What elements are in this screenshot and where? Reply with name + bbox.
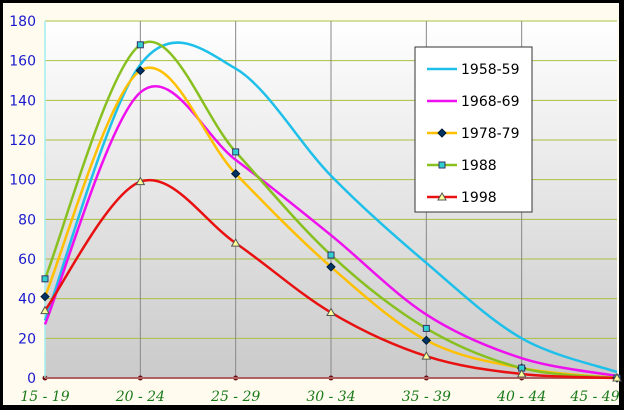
data-point xyxy=(230,238,241,247)
legend-label: 1988 xyxy=(461,158,497,174)
data-point xyxy=(421,351,432,360)
x-tick-label: 15 - 19 xyxy=(20,389,69,405)
data-point xyxy=(41,275,49,283)
series-line-1968-69 xyxy=(43,84,618,378)
data-point xyxy=(135,176,146,186)
data-point xyxy=(230,169,241,179)
x-tick-label: 40 - 44 xyxy=(496,389,546,405)
legend-label: 1998 xyxy=(461,190,497,206)
data-point xyxy=(612,372,622,382)
y-tick-label: 40 xyxy=(18,292,36,308)
y-tick-label: 20 xyxy=(18,331,36,347)
data-point xyxy=(327,251,335,259)
y-tick-label: 180 xyxy=(9,14,36,30)
data-point xyxy=(326,307,336,317)
x-tick-label: 45 - 49 xyxy=(569,389,619,405)
legend-label: 1978-79 xyxy=(461,126,520,142)
data-point xyxy=(40,305,50,315)
y-tick-label: 0 xyxy=(27,371,36,387)
legend-label: 1968-69 xyxy=(461,94,520,110)
data-point xyxy=(136,41,144,49)
data-point xyxy=(232,148,240,156)
y-tick-label: 100 xyxy=(9,173,36,189)
x-tick-label: 35 - 39 xyxy=(402,389,451,405)
legend-label: 1958-59 xyxy=(461,62,520,78)
legend-marker xyxy=(438,161,446,169)
data-point xyxy=(516,369,527,378)
legend: 1958-59 1968-69 1978-79 1988 1998 xyxy=(414,46,533,213)
y-tick-label: 120 xyxy=(9,133,36,149)
y-tick-label: 160 xyxy=(9,54,36,70)
x-tick-label: 25 - 29 xyxy=(210,389,260,405)
data-point xyxy=(326,262,336,272)
data-point xyxy=(421,335,432,346)
series-line-1958-59 xyxy=(43,41,618,374)
x-tick-label: 20 - 24 xyxy=(115,389,165,405)
data-point xyxy=(40,291,50,302)
y-tick-label: 60 xyxy=(18,252,36,268)
y-tick-label: 80 xyxy=(18,212,36,228)
x-tick-label: 30 - 34 xyxy=(306,389,355,405)
data-point xyxy=(135,65,146,76)
legend-marker xyxy=(437,191,447,201)
legend-marker xyxy=(437,128,447,138)
series-line-1988 xyxy=(43,40,618,380)
y-tick-label: 140 xyxy=(9,93,36,109)
data-point xyxy=(422,324,430,332)
